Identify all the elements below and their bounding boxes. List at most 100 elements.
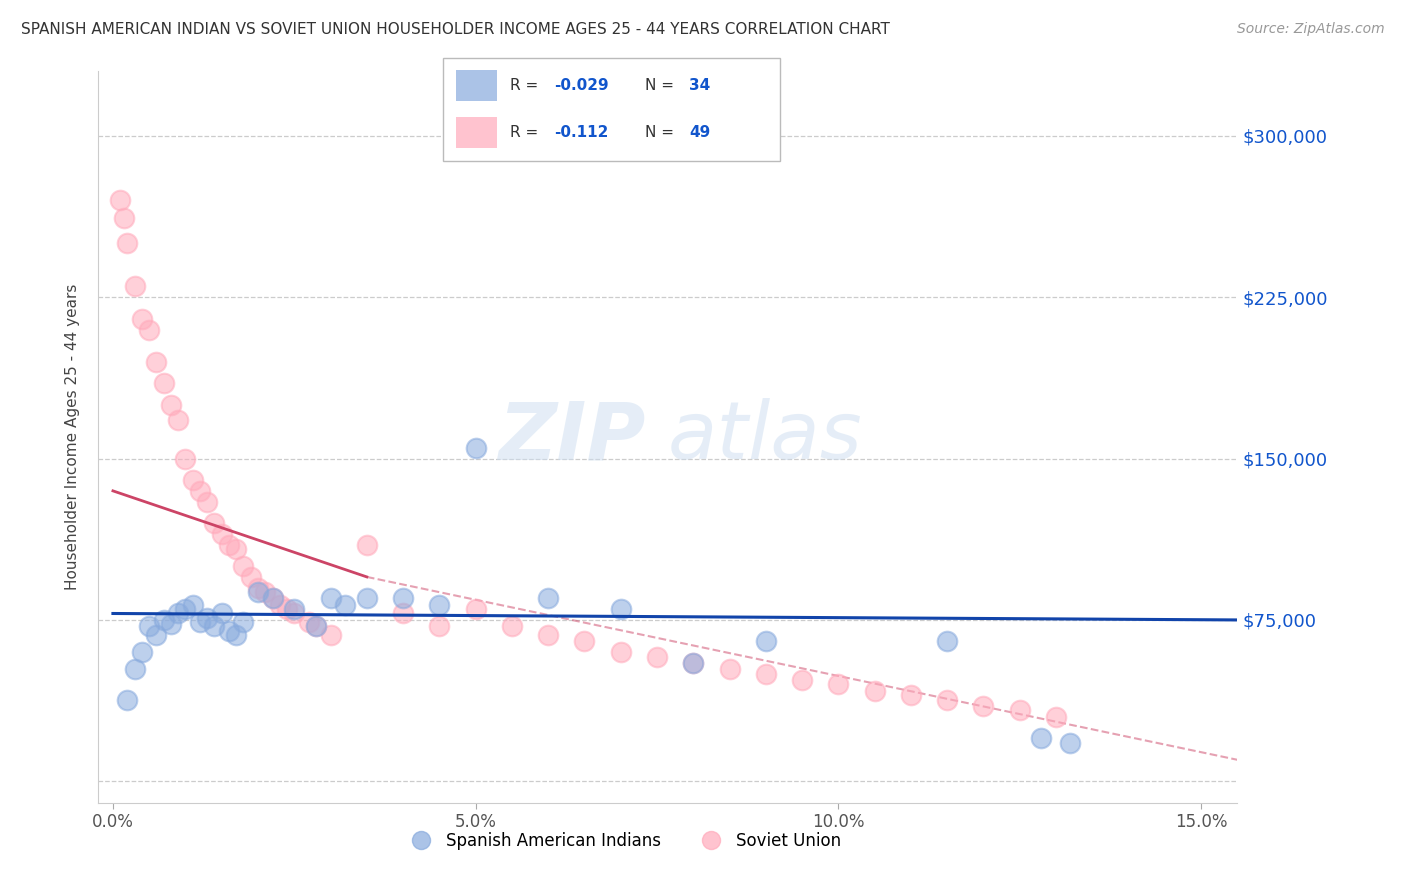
Text: N =: N = (645, 126, 679, 140)
Point (276, 602, 298, 616)
Point (131, 645, 153, 659)
Point (972, 698, 994, 713)
Point (574, 634, 596, 648)
Text: ZIP: ZIP (498, 398, 645, 476)
Point (537, 591, 560, 606)
Point (145, 628, 167, 642)
Point (501, 619, 523, 633)
Point (718, 662, 741, 676)
Point (138, 619, 160, 633)
Point (682, 656, 704, 670)
Point (117, 692, 139, 706)
Point (645, 649, 668, 664)
Point (1059, 735, 1081, 749)
Point (305, 619, 328, 633)
Point (900, 688, 922, 702)
Text: Source: ZipAtlas.com: Source: ZipAtlas.com (1237, 22, 1385, 37)
Text: R =: R = (510, 126, 544, 140)
Point (283, 607, 305, 621)
Point (319, 628, 342, 642)
Y-axis label: Householder Income Ages 25 - 44 years: Householder Income Ages 25 - 44 years (65, 284, 80, 591)
Point (427, 598, 450, 612)
Point (232, 559, 254, 574)
Point (827, 677, 849, 691)
Bar (457, 70, 496, 101)
Point (283, 602, 305, 616)
Point (239, 570, 262, 584)
Point (755, 634, 778, 648)
Point (298, 615, 321, 629)
Point (936, 692, 959, 706)
Text: SPANISH AMERICAN INDIAN VS SOVIET UNION HOUSEHOLDER INCOME AGES 25 - 44 YEARS CO: SPANISH AMERICAN INDIAN VS SOVIET UNION … (21, 22, 890, 37)
Point (262, 591, 284, 606)
Point (131, 311, 153, 326)
Point (356, 591, 378, 606)
Point (145, 355, 167, 369)
Point (936, 634, 959, 648)
Point (247, 581, 270, 595)
Point (218, 624, 240, 638)
Point (262, 591, 284, 606)
Point (232, 615, 254, 629)
Point (464, 602, 486, 616)
Point (225, 628, 247, 642)
Point (609, 645, 631, 659)
Point (319, 591, 342, 606)
Point (112, 211, 135, 225)
Point (609, 602, 631, 616)
Text: -0.029: -0.029 (554, 78, 609, 93)
Point (188, 615, 211, 629)
Point (682, 656, 704, 670)
Point (269, 598, 291, 612)
Point (152, 613, 174, 627)
Point (218, 538, 240, 552)
Point (167, 607, 190, 621)
Point (537, 628, 560, 642)
Point (181, 598, 204, 612)
Point (211, 607, 233, 621)
Bar (457, 118, 496, 148)
Point (247, 585, 270, 599)
Point (160, 398, 183, 412)
Point (464, 441, 486, 455)
Point (863, 684, 886, 698)
Point (392, 591, 415, 606)
Text: R =: R = (510, 78, 544, 93)
Point (427, 619, 450, 633)
Point (755, 666, 778, 681)
Point (124, 279, 146, 293)
Point (1031, 731, 1053, 746)
Point (204, 516, 226, 530)
Point (790, 673, 813, 688)
Point (138, 322, 160, 336)
Point (204, 619, 226, 633)
Point (195, 611, 218, 625)
Text: 34: 34 (689, 78, 710, 93)
Point (305, 619, 328, 633)
Point (356, 538, 378, 552)
Point (167, 413, 190, 427)
FancyBboxPatch shape (443, 58, 780, 161)
Point (333, 598, 356, 612)
Point (1045, 710, 1067, 724)
Point (254, 585, 277, 599)
Point (211, 527, 233, 541)
Point (174, 602, 197, 616)
Point (117, 236, 139, 251)
Point (181, 473, 204, 487)
Text: -0.112: -0.112 (554, 126, 609, 140)
Point (108, 194, 131, 208)
Point (174, 451, 197, 466)
Point (392, 607, 415, 621)
Point (188, 483, 211, 498)
Text: N =: N = (645, 78, 679, 93)
Point (124, 662, 146, 676)
Text: atlas: atlas (668, 398, 863, 476)
Text: 49: 49 (689, 126, 710, 140)
Point (152, 376, 174, 391)
Point (160, 617, 183, 632)
Point (195, 494, 218, 508)
Point (1008, 703, 1031, 717)
Legend: Spanish American Indians, Soviet Union: Spanish American Indians, Soviet Union (398, 825, 848, 856)
Point (225, 541, 247, 556)
